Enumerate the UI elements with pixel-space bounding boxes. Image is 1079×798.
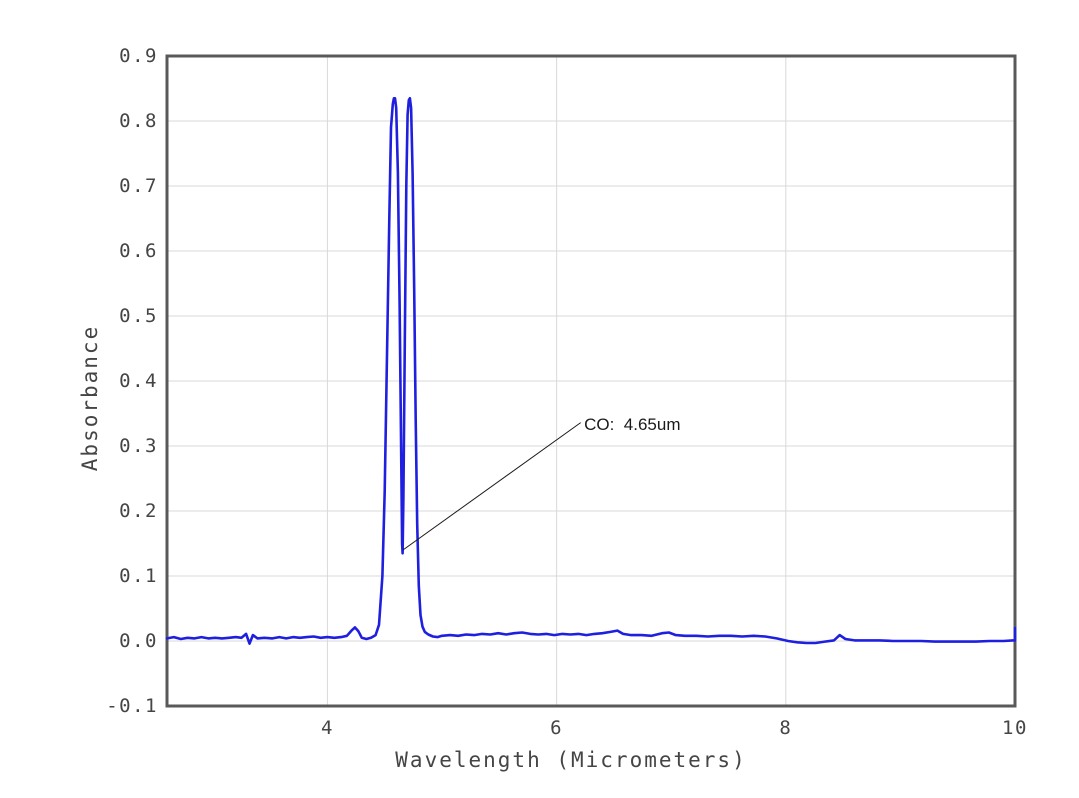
x-tick-label: 8 — [779, 717, 793, 739]
x-tick-label: 10 — [1002, 717, 1028, 739]
y-axis-title: Absorbance — [78, 324, 102, 472]
x-axis-title: Wavelength (Micrometers) — [395, 748, 747, 772]
y-tick-label: 0.1 — [119, 565, 158, 587]
y-tick-label: 0.7 — [119, 175, 158, 197]
y-tick-label: 0.6 — [119, 240, 158, 262]
y-tick-label: 0.8 — [119, 110, 158, 132]
annotation-leader-line — [402, 422, 581, 551]
spectrum-line — [165, 97, 1017, 645]
x-tick-label: 6 — [550, 717, 564, 739]
x-tick-label: 4 — [320, 717, 334, 739]
y-tick-label: -0.1 — [106, 695, 158, 717]
plot-border — [165, 54, 1017, 708]
annotation-label: CO: 4.65um — [584, 414, 681, 434]
y-tick-label: 0.2 — [119, 500, 158, 522]
y-tick-label: 0.0 — [119, 630, 158, 652]
y-tick-label: 0.9 — [119, 45, 158, 67]
y-tick-label: 0.3 — [119, 435, 158, 457]
y-tick-label: 0.4 — [119, 370, 158, 392]
y-tick-label: 0.5 — [119, 305, 158, 327]
